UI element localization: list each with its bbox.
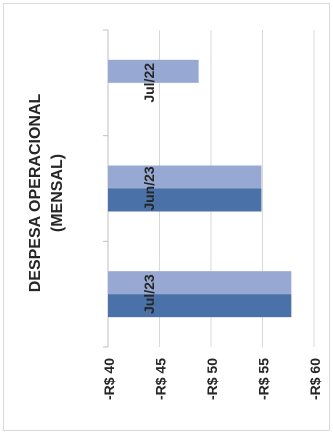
category-label: Jul/22 [141,63,157,103]
bar [108,294,292,318]
value-tick-label: -R$ 60 [307,358,323,400]
value-tick-label: -R$ 45 [153,358,169,400]
category-label: Jun/23 [141,166,157,211]
value-tick-label: -R$ 55 [256,358,272,400]
chart-title-line-2: (MENSAL) [49,154,66,232]
category-label: Jul/23 [141,274,157,314]
bar [108,165,262,189]
value-tick-label: -R$ 50 [204,358,220,400]
chart-title-line-1: DESPESA OPERACIONAL [27,94,44,293]
value-tick-label: -R$ 40 [101,358,117,400]
bar [108,59,199,83]
bar [108,271,292,295]
bar [108,188,262,212]
